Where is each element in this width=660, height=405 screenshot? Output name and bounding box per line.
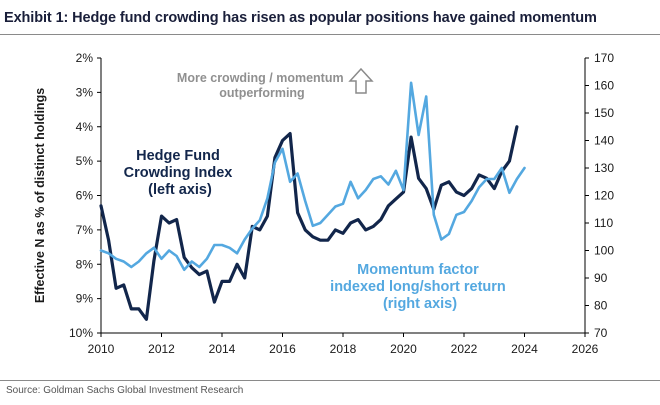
annotation-top-line1: More crowding / momentum	[177, 71, 344, 85]
series-layer	[99, 81, 526, 321]
y-right-tick-label: 110	[594, 216, 613, 230]
momentum-factor-line	[99, 81, 526, 272]
y-right-tick-label: 140	[594, 134, 614, 148]
source-note: Source: Goldman Sachs Global Investment …	[6, 385, 244, 396]
annotation-top-line2: outperforming	[219, 86, 304, 100]
y-left-tick-label: 9%	[76, 292, 94, 306]
x-tick-label: 2020	[390, 342, 417, 356]
annotation-momentum-line3: (right axis)	[383, 296, 457, 312]
y-left-tick-label: 2%	[76, 51, 94, 65]
axes: 2010 2012 2014 2016 2018 2020 2022 2024 2026 2% 3%…	[33, 51, 614, 356]
y-left-tick-label: 8%	[76, 257, 94, 271]
footer-divider	[0, 380, 660, 381]
y-right-tick-label: 80	[594, 299, 608, 313]
annotation-momentum-line2: indexed long/short return	[330, 279, 506, 295]
y-left-tick-label: 4%	[76, 120, 94, 134]
y-left-tick-label: 5%	[76, 154, 94, 168]
x-tick-label: 2014	[209, 342, 236, 356]
x-tick-label: 2024	[511, 342, 538, 356]
annotation-crowding-line1: Hedge Fund	[136, 148, 220, 164]
y-left-tick-label: 6%	[76, 189, 94, 203]
chart-title: Exhibit 1: Hedge fund crowding has risen…	[4, 10, 597, 26]
y-right-tick-label: 90	[594, 271, 608, 285]
y-left-tick-label: 10%	[69, 326, 93, 340]
y-left-axis-title: Effective N as % of distinct holdings	[33, 88, 47, 303]
annotation-crowding-line3: (left axis)	[148, 182, 212, 198]
x-tick-label: 2016	[269, 342, 296, 356]
y-right-tick-label: 170	[594, 51, 614, 65]
y-left-tick-label: 7%	[76, 223, 94, 237]
annotation-crowding-momentum: More crowding / momentum outperforming	[177, 71, 347, 100]
y-left-tick-label: 3%	[76, 85, 94, 99]
annotation-momentum-label: Momentum factor indexed long/short retur…	[330, 262, 510, 312]
annotation-crowding-line2: Crowding Index	[124, 165, 233, 181]
y-right-tick-label: 100	[594, 244, 614, 258]
up-arrow-outline-icon	[348, 67, 374, 94]
annotation-layer: More crowding / momentum outperforming H…	[124, 67, 510, 312]
y-right-tick-label: 130	[594, 161, 614, 175]
header-divider	[0, 34, 660, 35]
y-right-tick-label: 160	[594, 79, 614, 93]
y-right-tick-label: 70	[594, 326, 608, 340]
x-tick-label: 2010	[88, 342, 115, 356]
x-tick-label: 2026	[572, 342, 599, 356]
x-tick-label: 2012	[148, 342, 175, 356]
x-tick-label: 2018	[330, 342, 357, 356]
y-right-tick-label: 120	[594, 189, 614, 203]
annotation-crowding-label: Hedge Fund Crowding Index (left axis)	[124, 148, 237, 198]
x-tick-label: 2022	[451, 342, 478, 356]
annotation-momentum-line1: Momentum factor	[357, 262, 479, 278]
y-right-tick-label: 150	[594, 106, 614, 120]
crowding-index-line	[99, 125, 519, 321]
